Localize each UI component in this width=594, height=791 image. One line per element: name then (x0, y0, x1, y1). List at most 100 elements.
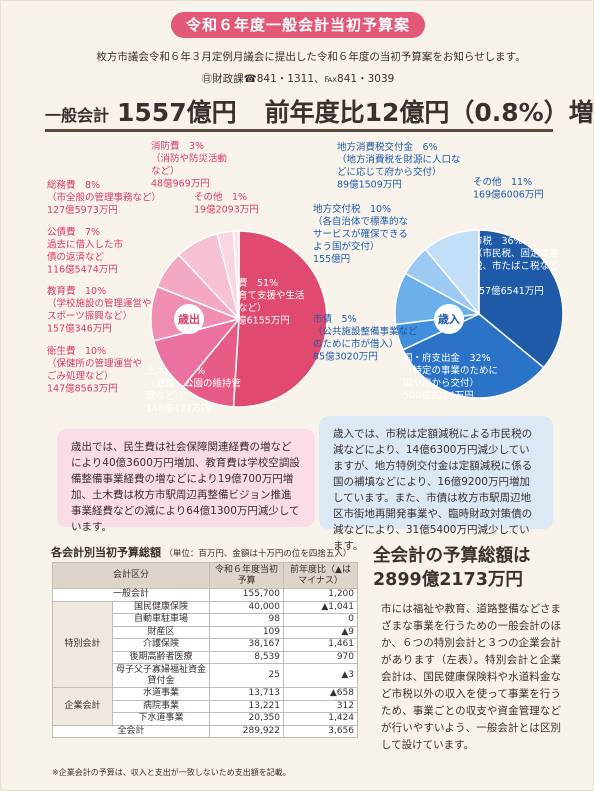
row-label: 母子父子寡婦福祉資金貸付金 (112, 663, 210, 688)
pie-label-line: 116億5474万円 (47, 264, 118, 276)
expenditure-note: 歳出では、民生費は社会保障関連経費の増などにより40億3600万円増加、教育費は… (57, 429, 315, 533)
table-row: 母子父子寡婦福祉資金貸付金 25 ▲3 (53, 663, 358, 688)
header-category: 会計区分 (52, 562, 210, 589)
row-budget: 109 (209, 625, 284, 639)
pie-label-line: （公共施設整備事業など (313, 326, 418, 338)
pie-label-line: 教育費 10% (47, 285, 106, 297)
row-change: 312 (283, 699, 358, 713)
pie-label-line: サービスが確保できる (313, 228, 408, 240)
row-change: ▲9 (283, 625, 358, 639)
pie-label-line: よう国が交付） (313, 241, 380, 253)
row-budget: 25 (209, 663, 284, 688)
row-label: 財産区 (112, 625, 210, 639)
pie-label-line: （市全般の管理事務など） (47, 192, 161, 204)
pie-label-line: 公債費 7% (47, 226, 100, 238)
pie-label-line: （学校施設の管理運営や (47, 298, 152, 310)
summary-title: 全会計の予算総額は2899億2173万円 (373, 546, 531, 590)
row-budget: 40,000 (209, 600, 284, 614)
pie-label-line: 19億2093万円 (194, 204, 259, 216)
group-special: 特別会計 (52, 600, 113, 688)
headline-label: 一般会計 (45, 106, 110, 125)
pie-label-line: 国・府支出金 32% (403, 352, 491, 364)
table-row: 介護保険 38,167 1,461 (53, 638, 358, 652)
pie-label-line: 理など） (146, 390, 184, 402)
center-badge (434, 304, 464, 334)
pie-label-line: のために市が借入） (313, 338, 399, 350)
pie-label-line: 147億8563万円 (47, 383, 118, 395)
contact-info: ㊐財政課☎841・1311、℻841・3039 (201, 73, 395, 85)
row-budget: 38,167 (209, 638, 284, 652)
pie-label-line: どに応じて府から交付） (337, 166, 442, 178)
row-budget: 13,221 (209, 699, 284, 713)
table-row: 特別会計 国民健康保険 40,000 ▲1,041 (52, 600, 358, 688)
pie-slice (401, 313, 545, 399)
center-label: 歳出 (178, 312, 200, 326)
pie-label-line: 衛生費 10% (47, 345, 106, 357)
pie-label-line: （消防や防災活動 (151, 153, 227, 165)
pie-label-line: 557億6541万円 (473, 285, 544, 297)
pie-label: その他 1%19億2093万円 (194, 191, 259, 216)
row-label: 一般会計 (52, 588, 210, 602)
pie-label-line: （子育て支援や生活 (219, 290, 305, 302)
pie-slice (232, 230, 328, 408)
pie-label: その他 11%169億6006万円 (473, 176, 544, 201)
row-budget: 8,539 (209, 650, 284, 664)
pie-label-line: 債の返済など (47, 251, 105, 263)
pie-label-line: 169億6006万円 (473, 189, 544, 201)
pie-label: 総務費 8%（市全般の管理事務など）127億5973万円 (47, 179, 161, 216)
pie-slice (478, 229, 564, 369)
row-budget: 289,922 (209, 724, 284, 738)
headline-compare: 前年度比12億円（0.8%）増 (264, 98, 594, 127)
pie-label-line: （保健所の管理運営や (47, 358, 142, 370)
row-label: 介護保険 (112, 638, 210, 652)
row-change: 3,656 (283, 724, 358, 738)
pie-label-line: （各自治体で標準的な (313, 216, 408, 228)
pie-label-line: ごみ処理など） (47, 370, 114, 382)
table-row: 病院事業 13,221 312 (53, 699, 358, 713)
pie-label-line: 89億1509万円 (337, 179, 402, 191)
row-label: 後期高齢者医療 (112, 650, 210, 664)
pie-label-line: 市債 5% (313, 313, 357, 325)
row-budget: 155,700 (209, 588, 284, 602)
headline: 一般会計 1557億円 前年度比12億円（0.8%）増 (45, 93, 594, 131)
pie-label-line: （市民税、固定資産 (473, 248, 559, 260)
table-row: 全会計 289,922 3,656 (52, 724, 358, 738)
center-badge (174, 304, 204, 334)
pie-label-line: 過去に借入した市 (47, 239, 124, 251)
pie-label-line: 48億969万円 (151, 178, 210, 190)
pie-label-line: 157億346万円 (47, 323, 112, 335)
header-budget: 令和６年度当初予算 (209, 562, 284, 589)
table-row: 企業会計 水道事業 13,713 ▲658 (52, 687, 358, 726)
pie-label-line: 市税 36% (473, 235, 523, 247)
pie-label-line: 国や府から交付） (403, 377, 479, 389)
row-label: 下水道事業 (112, 712, 210, 726)
table-header-row: 会計区分 令和６年度当初予算 前年度比（▲はマイナス） (52, 562, 358, 589)
intro-text: 枚方市議会令和６年３月定例月議会に提出した令和６年度の当初予算案をお知らせします… (96, 51, 526, 63)
pie-label-line: （地方消費税を財源に人口な (337, 154, 461, 166)
row-change: 1,461 (283, 638, 358, 652)
pie-label-line: 地方交付税 10% (313, 203, 391, 215)
pie-label-line: その他 11% (473, 176, 532, 188)
pie-label-line: など） (151, 165, 180, 177)
row-change: 1,200 (283, 588, 358, 602)
row-label: 国民健康保険 (112, 600, 210, 614)
row-change: ▲1,041 (283, 600, 358, 614)
table-footnote: ※企業会計の予算は、収入と支出が一致しないため支出額を記載。 (52, 768, 291, 777)
pie-slice (232, 230, 240, 320)
table-title-text: 各会計別当初予算総額 (51, 546, 161, 559)
budget-table: 会計区分 令和６年度当初予算 前年度比（▲はマイナス） 一般会計 155,700… (52, 562, 358, 738)
row-budget: 13,713 (209, 687, 284, 701)
table-unit-note: （単位：百万円、金額は十万円の位を四捨五入） (164, 549, 352, 559)
pie-label-line: 127億5973万円 (47, 204, 118, 216)
pie-label-line: その他 1% (194, 191, 247, 203)
row-change: ▲3 (283, 663, 358, 688)
row-change: 0 (283, 613, 358, 627)
center-label: 歳入 (438, 312, 460, 326)
